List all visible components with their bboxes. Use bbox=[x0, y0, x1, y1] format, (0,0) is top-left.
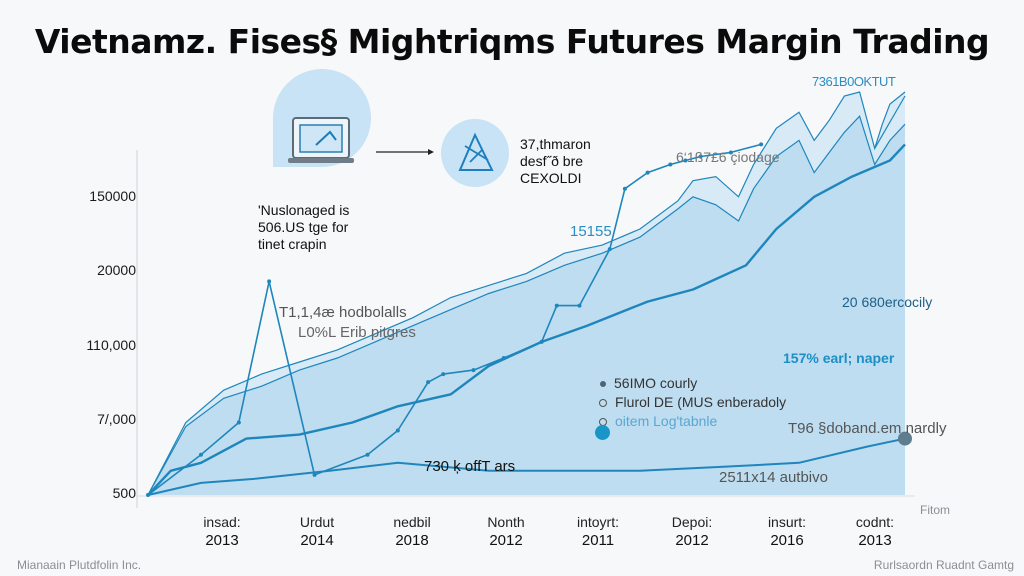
legend-dot-icon bbox=[600, 380, 606, 387]
data-point bbox=[312, 472, 317, 477]
data-point bbox=[501, 355, 506, 360]
x-tick-top: Urdut bbox=[299, 514, 335, 530]
data-point bbox=[267, 279, 272, 284]
data-point bbox=[577, 303, 582, 308]
arrow-icon bbox=[376, 149, 434, 155]
data-point bbox=[236, 420, 241, 425]
y-tick-label: 150000 bbox=[89, 188, 136, 204]
end-label: T96 §doband.em nardly bbox=[788, 420, 947, 437]
data-point bbox=[471, 368, 476, 373]
caption-line: tinet crapin bbox=[258, 236, 327, 252]
x-tick-bottom: 2011 bbox=[581, 532, 615, 549]
note-line: 37,thmaron bbox=[520, 136, 591, 152]
data-point bbox=[759, 142, 764, 147]
series-line-low-line bbox=[147, 437, 906, 496]
x-tick-bottom: 2013 bbox=[205, 532, 239, 549]
legend-label: oitem Log'tabnle bbox=[615, 413, 718, 429]
x-tick-bottom: 2012 bbox=[675, 532, 709, 549]
right-mid-label: 20 680ercocily bbox=[842, 294, 933, 310]
x-tick-top: Nonth bbox=[487, 514, 525, 530]
data-point bbox=[683, 158, 688, 163]
bottom-center-label: 730 ķ offT ars bbox=[424, 458, 516, 475]
legend: 56IMO courly Flurol DE (MUS enberadoly o… bbox=[596, 374, 786, 431]
x-tick-bottom: 2013 bbox=[858, 532, 892, 549]
legend-ring-icon bbox=[599, 398, 607, 407]
peak-arrow bbox=[874, 95, 906, 149]
series-area-mid-area bbox=[148, 116, 905, 495]
x-tick-top: nedbil bbox=[393, 514, 431, 530]
x-tick-label: nedbil 2018 bbox=[367, 514, 457, 549]
y-tick-label: 7/,000 bbox=[97, 411, 136, 427]
lopiges-label: L0%L Erib pitgres bbox=[298, 324, 416, 341]
x-tick-bottom: 2018 bbox=[395, 532, 429, 549]
data-point bbox=[365, 452, 370, 457]
caption-line: 506.US tge for bbox=[258, 219, 349, 235]
legend-label: Flurol DE (MUS enberadoly bbox=[615, 394, 787, 410]
legend-item: 56IMO courly bbox=[596, 374, 786, 393]
series-line-steep-line bbox=[147, 143, 762, 496]
x-tick-top: codnt: bbox=[855, 514, 895, 530]
data-point bbox=[146, 493, 150, 497]
series-outline-upper-area bbox=[147, 91, 906, 496]
chart-title: Vietnamz. Fises§ Mightriqms Futures Marg… bbox=[34, 22, 990, 61]
data-point bbox=[426, 380, 431, 385]
x-extra-label: Fitom bbox=[920, 503, 950, 517]
x-tick-label: intoyrt: 2011 bbox=[553, 514, 643, 549]
percent-label: 157% earl; naper bbox=[783, 350, 895, 366]
laptop-illustration bbox=[273, 69, 371, 167]
x-tick-top: intoyrt: bbox=[576, 514, 619, 530]
end-point-marker bbox=[898, 431, 912, 446]
legend-item: Flurol DE (MUS enberadoly bbox=[596, 393, 786, 412]
x-tick-top: insad: bbox=[203, 514, 241, 530]
y-tick-label: 500 bbox=[112, 485, 136, 501]
data-point bbox=[395, 428, 400, 433]
x-tick-label: codnt: 2013 bbox=[830, 514, 920, 549]
note-line: CEXOLDI bbox=[520, 170, 582, 186]
caption-line: 'Nuslonaged is bbox=[258, 202, 350, 218]
x-tick-label: Urdut 2014 bbox=[272, 514, 362, 549]
laptop-caption: 'Nuslonaged is 506.US tge for tinet crap… bbox=[258, 202, 349, 253]
x-tick-top: Depoi: bbox=[671, 514, 713, 530]
x-tick-bottom: 2012 bbox=[489, 532, 523, 549]
data-point bbox=[668, 162, 673, 167]
data-point bbox=[698, 154, 703, 159]
coverage-label: 6‘1ß7£6 çiodage bbox=[676, 149, 780, 165]
data-point bbox=[539, 339, 544, 344]
x-tick-label: Depoi: 2012 bbox=[647, 514, 737, 549]
note-line: desf˝ð bre bbox=[520, 153, 584, 169]
y-tick-label: 110,000 bbox=[86, 337, 136, 353]
scale-icon bbox=[441, 119, 509, 187]
x-tick-bottom: 2016 bbox=[770, 532, 804, 549]
legend-item: oitem Log'tabnle bbox=[596, 412, 786, 431]
data-point bbox=[554, 303, 559, 308]
x-tick-bottom: 2014 bbox=[300, 532, 334, 549]
data-point bbox=[645, 170, 650, 175]
legend-label: 56IMO courly bbox=[614, 375, 698, 391]
top-value-label: 7361B0OKTUT bbox=[812, 74, 896, 89]
y-tick-label: 20000 bbox=[97, 262, 136, 278]
footer-left: Mianaain Plutdfolin Inc. bbox=[17, 558, 142, 572]
data-point bbox=[441, 372, 446, 377]
data-point bbox=[622, 186, 627, 191]
legend-big-dot-icon bbox=[595, 425, 610, 440]
peak-label: 15155 bbox=[570, 223, 612, 240]
x-tick-label: Nonth 2012 bbox=[461, 514, 551, 549]
hodbolalls-label: T1,1,4æ hodbolalls bbox=[279, 304, 407, 321]
series-outline-mid-area bbox=[147, 115, 906, 496]
note-block: 37,thmaron desf˝ð bre CEXOLDI bbox=[520, 136, 591, 187]
x-tick-label: insad: 2013 bbox=[177, 514, 267, 549]
x-tick-label: insurt: 2016 bbox=[742, 514, 832, 549]
data-point bbox=[198, 452, 203, 457]
footer-right: Rurlsaordn Ruadnt Gamtg bbox=[873, 558, 1014, 572]
data-point bbox=[607, 247, 612, 252]
bottom-right-label: 2511x14 autbivo bbox=[719, 469, 828, 486]
data-point bbox=[728, 150, 733, 155]
x-tick-top: insurt: bbox=[767, 514, 807, 530]
